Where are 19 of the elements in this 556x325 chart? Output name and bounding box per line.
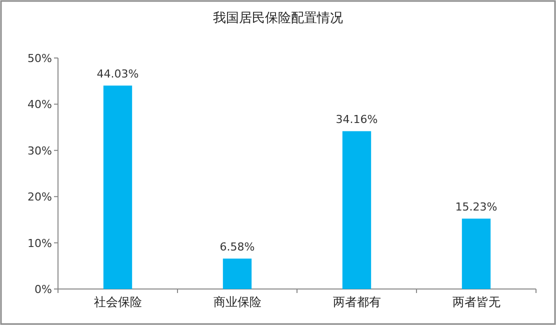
data-label: 15.23% <box>455 200 498 214</box>
y-tick-label: 40% <box>28 98 52 112</box>
x-tick-label: 商业保险 <box>213 295 262 309</box>
data-label: 6.58% <box>220 240 255 254</box>
bar <box>103 86 132 289</box>
data-label: 44.03% <box>96 68 139 81</box>
y-tick-label: 20% <box>28 190 52 204</box>
y-tick-label: 10% <box>28 236 52 250</box>
x-tick-label: 两者皆无 <box>452 295 500 309</box>
bar <box>462 218 491 289</box>
chart-title: 我国居民保险配置情况 <box>213 11 343 26</box>
y-tick-label: 0% <box>34 283 52 296</box>
bar <box>342 131 372 289</box>
y-tick-label: 50% <box>28 52 52 65</box>
x-tick-label: 社会保险 <box>94 295 142 309</box>
y-tick-label: 30% <box>28 144 52 158</box>
bar <box>222 258 252 289</box>
x-tick-label: 两者都有 <box>332 295 381 309</box>
data-label: 34.16% <box>336 113 378 126</box>
